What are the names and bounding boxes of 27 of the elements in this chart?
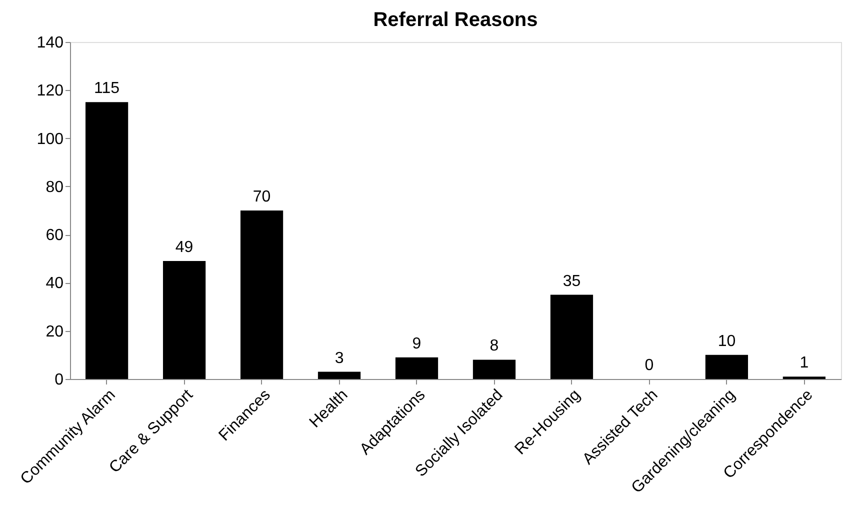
data-label: 35 bbox=[562, 272, 581, 290]
y-tick-label: 80 bbox=[46, 178, 64, 196]
bar bbox=[705, 354, 748, 379]
data-label: 1 bbox=[800, 354, 809, 372]
bar bbox=[550, 294, 594, 379]
data-label: 9 bbox=[412, 335, 422, 352]
data-label: 10 bbox=[718, 332, 736, 350]
bar bbox=[472, 360, 516, 379]
data-label: 70 bbox=[252, 188, 271, 206]
data-label: 8 bbox=[490, 338, 499, 355]
y-tick-label: 120 bbox=[36, 82, 64, 100]
data-label: 0 bbox=[644, 357, 654, 374]
bar bbox=[240, 210, 284, 379]
bar bbox=[85, 102, 128, 379]
bar bbox=[395, 357, 438, 379]
y-tick-label: 140 bbox=[36, 34, 64, 52]
y-tick-label: 20 bbox=[46, 323, 64, 340]
bar bbox=[162, 261, 206, 379]
y-tick-label: 40 bbox=[46, 275, 64, 292]
data-label: 49 bbox=[175, 239, 194, 256]
y-tick-label: 100 bbox=[36, 130, 64, 148]
data-label: 115 bbox=[94, 80, 120, 98]
y-tick-label: 0 bbox=[54, 372, 64, 388]
y-tick-label: 60 bbox=[46, 227, 64, 244]
data-label: 3 bbox=[334, 350, 344, 367]
chart-title: Referral Reasons bbox=[373, 9, 538, 31]
bar bbox=[318, 372, 361, 379]
